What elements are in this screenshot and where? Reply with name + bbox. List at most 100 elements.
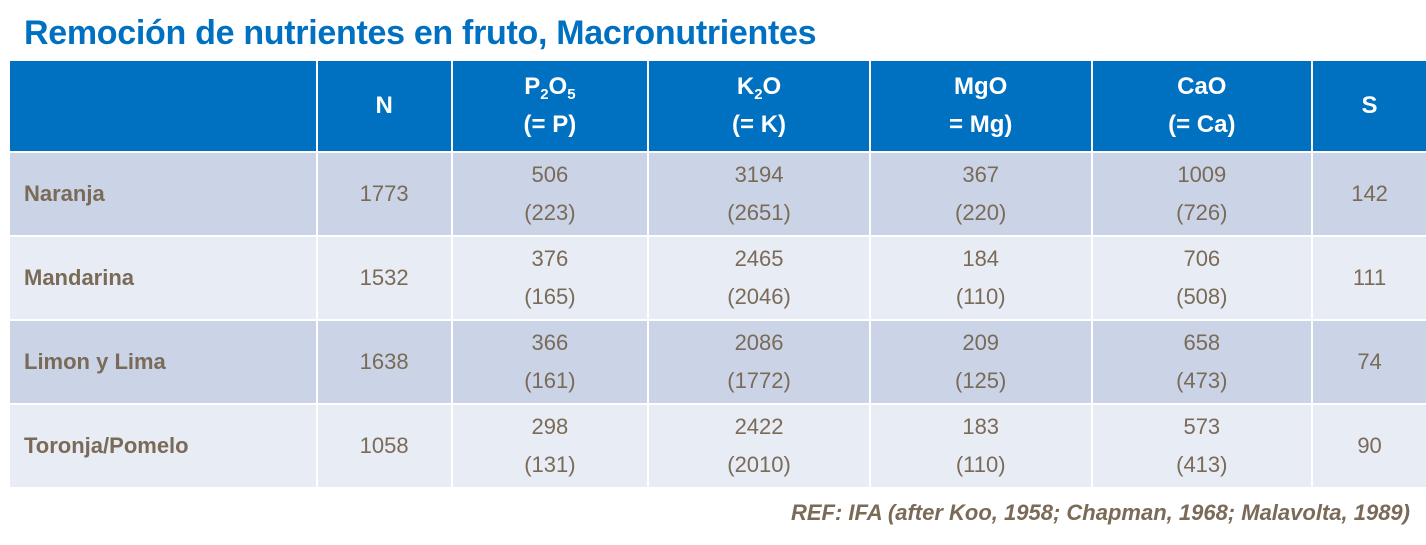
nutrient-table: N P2O5 (= P) K2O (= K) MgO = Mg) CaO (= Ca) …: [8, 59, 1426, 489]
cell-value: 183: [962, 414, 1000, 439]
cell-p: 366 (161): [452, 321, 648, 403]
cell-value: 367: [962, 162, 1000, 187]
cell-ca: 706 (508): [1092, 237, 1312, 319]
cell-value: (131): [524, 452, 576, 477]
cell-value: 1532: [359, 265, 409, 290]
cell-mg: 367 (220): [870, 153, 1091, 235]
cell-value: (125): [955, 368, 1007, 393]
row-label: Toronja/Pomelo: [10, 405, 316, 487]
cell-value: 376: [531, 246, 569, 271]
cell-value: (220): [955, 200, 1007, 225]
cell-value: Limon y Lima: [24, 349, 166, 374]
cell-value: Naranja: [24, 181, 105, 206]
cell-value: (508): [1176, 284, 1228, 309]
cell-value: (223): [524, 200, 576, 225]
cell-value: (473): [1176, 368, 1228, 393]
cell-n: 1773: [317, 153, 451, 235]
cell-value: 1773: [359, 181, 409, 206]
cell-p: 298 (131): [452, 405, 648, 487]
cell-value: 658: [1183, 330, 1221, 355]
cell-value: 2465: [734, 246, 784, 271]
cell-ca: 573 (413): [1092, 405, 1312, 487]
subscript: 2: [540, 86, 549, 103]
cell-value: (2651): [727, 200, 791, 225]
cell-value: Mandarina: [24, 265, 135, 290]
cell-value: 366: [531, 330, 569, 355]
header-p2o5: P2O5 (= P): [452, 61, 648, 151]
table-row: Naranja 1773 506 (223) 3194 (2651) 367 (220) 100…: [10, 153, 1426, 235]
table-row: Limon y Lima 1638 366 (161) 2086 (1772) 209 (12…: [10, 321, 1426, 403]
cell-value: 506: [531, 162, 569, 187]
row-label: Naranja: [10, 153, 316, 235]
table-row: Mandarina 1532 376 (165) 2465 (2046) 184 (110) 7…: [10, 237, 1426, 319]
header-row: N P2O5 (= P) K2O (= K) MgO = Mg) CaO (= Ca) …: [10, 61, 1426, 151]
header-k2o: K2O (= K): [649, 61, 869, 151]
header-text: (= K): [732, 111, 787, 138]
cell-k: 2422 (2010): [649, 405, 869, 487]
cell-p: 506 (223): [452, 153, 648, 235]
cell-value: 184: [962, 246, 1000, 271]
header-text: (= Ca): [1168, 111, 1236, 138]
cell-k: 2465 (2046): [649, 237, 869, 319]
cell-value: 1058: [359, 433, 409, 458]
cell-value: Toronja/Pomelo: [24, 433, 189, 458]
cell-value: (1772): [727, 368, 791, 393]
header-text: O: [762, 73, 782, 100]
cell-value: 573: [1183, 414, 1221, 439]
cell-value: 1638: [359, 349, 409, 374]
row-label: Limon y Lima: [10, 321, 316, 403]
cell-n: 1532: [317, 237, 451, 319]
cell-k: 2086 (1772): [649, 321, 869, 403]
cell-value: (165): [524, 284, 576, 309]
cell-ca: 658 (473): [1092, 321, 1312, 403]
subscript: 5: [567, 86, 576, 103]
cell-p: 376 (165): [452, 237, 648, 319]
header-text: O: [548, 73, 568, 100]
cell-k: 3194 (2651): [649, 153, 869, 235]
cell-value: (2046): [727, 284, 791, 309]
cell-s: 111: [1313, 237, 1426, 319]
header-text: P: [524, 73, 541, 100]
cell-n: 1638: [317, 321, 451, 403]
header-n: N: [317, 61, 451, 151]
cell-s: 74: [1313, 321, 1426, 403]
header-empty: [10, 61, 316, 151]
cell-value: 706: [1183, 246, 1221, 271]
table-row: Toronja/Pomelo 1058 298 (131) 2422 (2010) 183 (…: [10, 405, 1426, 487]
header-cao: CaO (= Ca): [1092, 61, 1312, 151]
subscript: 2: [754, 86, 763, 103]
header-text: (= P): [523, 111, 577, 138]
page-title: Remoción de nutrientes en fruto, Macronu…: [24, 14, 817, 52]
cell-value: (413): [1176, 452, 1228, 477]
cell-value: 209: [962, 330, 1000, 355]
cell-value: 142: [1351, 181, 1388, 206]
header-text: = Mg): [949, 111, 1013, 138]
cell-value: (2010): [727, 452, 791, 477]
cell-value: 111: [1352, 265, 1387, 290]
cell-value: 3194: [734, 162, 784, 187]
cell-mg: 184 (110): [870, 237, 1091, 319]
cell-value: (110): [955, 452, 1006, 477]
cell-mg: 183 (110): [870, 405, 1091, 487]
cell-ca: 1009 (726): [1092, 153, 1312, 235]
header-text: K: [736, 73, 755, 100]
cell-value: 90: [1357, 433, 1382, 458]
cell-s: 142: [1313, 153, 1426, 235]
cell-value: 2086: [734, 330, 784, 355]
header-s: S: [1313, 61, 1426, 151]
cell-value: 298: [531, 414, 569, 439]
cell-value: 1009: [1177, 162, 1227, 187]
header-text: MgO: [954, 73, 1008, 100]
cell-s: 90: [1313, 405, 1426, 487]
header-text: CaO: [1177, 73, 1227, 100]
cell-value: (110): [955, 284, 1006, 309]
cell-n: 1058: [317, 405, 451, 487]
cell-value: (161): [524, 368, 576, 393]
header-mgo: MgO = Mg): [870, 61, 1091, 151]
cell-value: 74: [1357, 349, 1382, 374]
row-label: Mandarina: [10, 237, 316, 319]
cell-value: 2422: [734, 414, 784, 439]
cell-value: (726): [1176, 200, 1228, 225]
cell-mg: 209 (125): [870, 321, 1091, 403]
reference-note: REF: IFA (after Koo, 1958; Chapman, 1968…: [790, 500, 1410, 525]
